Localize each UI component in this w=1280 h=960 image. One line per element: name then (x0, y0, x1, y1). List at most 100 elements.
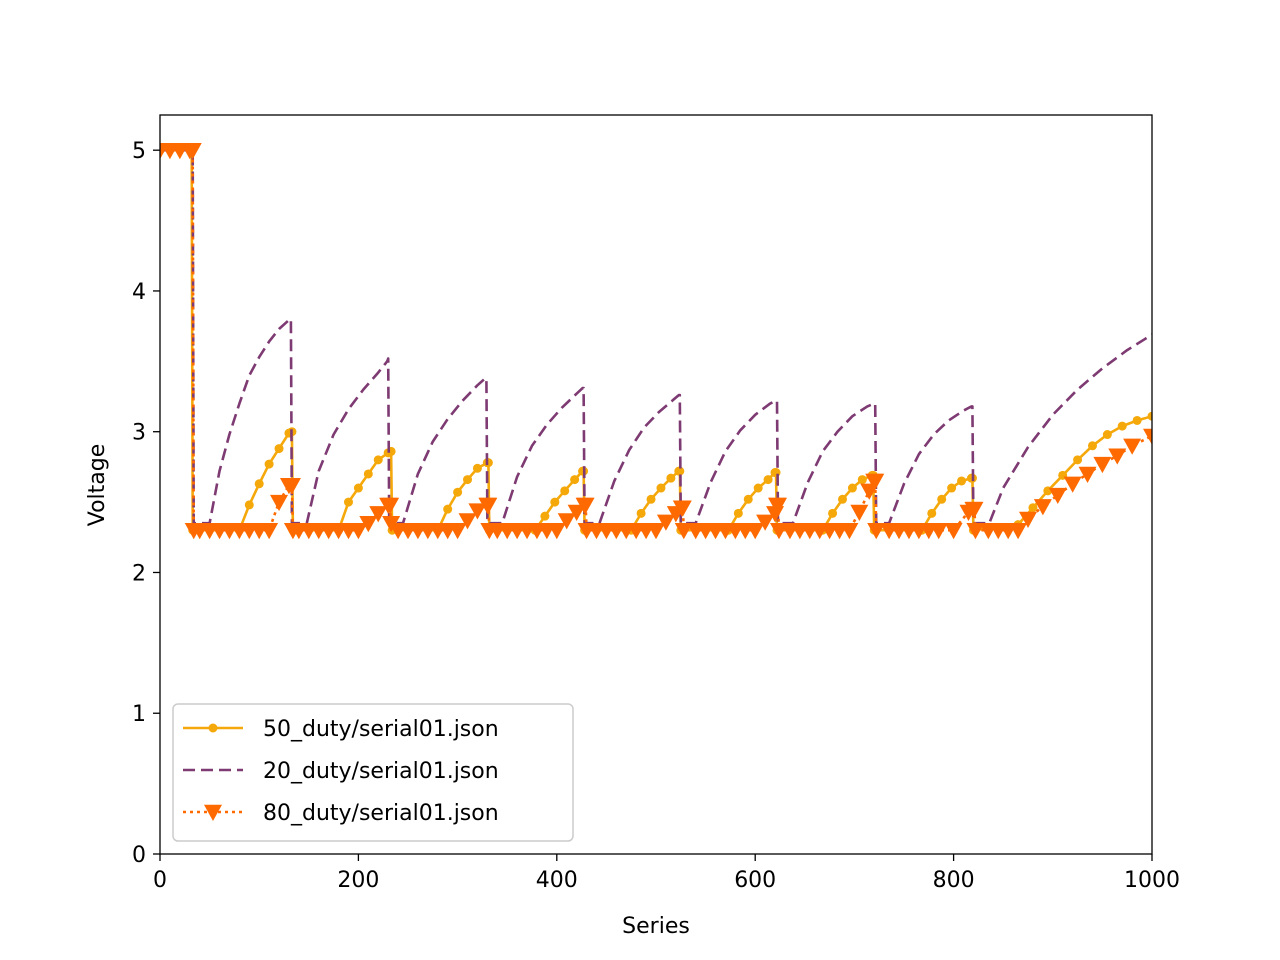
data-point (746, 523, 765, 540)
series-3 (160, 142, 1152, 540)
data-point (965, 501, 984, 519)
data-point (560, 486, 570, 496)
data-point (453, 487, 463, 497)
data-point (550, 497, 560, 507)
data-point (1009, 523, 1028, 540)
data-point (769, 497, 788, 514)
data-point (763, 475, 773, 485)
y-tick-label: 4 (132, 280, 146, 305)
plot-frame (159, 114, 1153, 855)
data-point (472, 463, 482, 473)
data-point (458, 513, 477, 530)
x-axis-ticks: 0 200 400 600 800 1000 (153, 854, 1180, 893)
data-point (966, 523, 985, 540)
data-point (666, 473, 676, 483)
data-point (1073, 455, 1083, 465)
data-point (1028, 503, 1038, 513)
data-point (576, 497, 595, 514)
data-point (570, 475, 580, 485)
data-point (183, 142, 202, 160)
data-point (927, 508, 937, 518)
data-point (1147, 411, 1152, 421)
y-tick-label: 5 (132, 139, 146, 164)
data-point (244, 500, 254, 510)
data-point (1108, 448, 1127, 465)
data-point (160, 142, 169, 160)
data-point (547, 523, 566, 540)
data-point (1063, 476, 1082, 493)
legend-box (172, 703, 574, 842)
y-tick-label: 1 (132, 702, 146, 727)
data-point (1102, 430, 1112, 440)
x-axis-label: Series (622, 914, 690, 939)
data-point (743, 494, 753, 504)
legend-entries: 50_duty/serial01.json 20_duty/serial01.js… (183, 717, 499, 826)
x-tick-label: 400 (536, 868, 578, 893)
data-point (733, 508, 743, 518)
y-axis-label: Voltage (85, 444, 110, 527)
legend: 50_duty/serial01.json 20_duty/serial01.js… (172, 703, 574, 842)
data-point (1033, 499, 1052, 516)
data-point (359, 516, 378, 533)
y-tick-label: 3 (132, 421, 146, 446)
data-point (567, 504, 586, 521)
x-tick-label: 600 (734, 868, 776, 893)
data-point (443, 504, 453, 514)
data-point (381, 497, 400, 514)
data-point (866, 473, 885, 490)
data-point (837, 494, 847, 504)
data-point (557, 513, 576, 530)
data-point (254, 479, 264, 489)
data-point (646, 494, 656, 504)
data-point (675, 466, 685, 476)
data-point (343, 497, 353, 507)
x-tick-label: 200 (337, 868, 379, 893)
data-point (771, 468, 781, 478)
data-point (468, 503, 487, 520)
legend-label: 20_duty/serial01.json (263, 759, 499, 784)
data-point (1087, 441, 1097, 451)
data-point (349, 523, 368, 540)
data-point (656, 514, 675, 531)
data-point (483, 458, 493, 468)
y-axis-ticks: 0 1 2 3 4 5 (132, 139, 160, 868)
data-point (929, 523, 948, 540)
data-point (479, 497, 498, 514)
data-point (756, 514, 775, 531)
data-point (673, 500, 692, 517)
plot-area (160, 142, 1152, 540)
data-point (260, 523, 279, 540)
data-point (937, 494, 947, 504)
legend-label: 50_duty/serial01.json (263, 717, 499, 742)
y-tick-label: 0 (132, 843, 146, 868)
data-point (1143, 428, 1152, 445)
data-point (1048, 487, 1067, 505)
data-point (369, 506, 388, 523)
data-point (270, 494, 289, 512)
data-point (448, 523, 467, 540)
data-point (1093, 456, 1112, 474)
x-tick-label: 0 (153, 868, 167, 893)
data-point (957, 476, 967, 486)
data-point (1123, 438, 1142, 455)
data-point (636, 508, 646, 518)
data-point (647, 523, 665, 540)
data-point (828, 508, 838, 518)
legend-marker (204, 804, 222, 821)
data-point (1117, 421, 1127, 431)
data-point (753, 483, 763, 493)
data-point (847, 483, 857, 493)
data-point (947, 483, 957, 493)
data-point (674, 523, 693, 540)
data-point (540, 511, 550, 521)
legend-marker (208, 723, 218, 733)
data-point (850, 504, 869, 521)
x-tick-label: 800 (933, 868, 975, 893)
data-point (282, 478, 301, 495)
data-point (1132, 415, 1142, 425)
data-point (463, 475, 473, 485)
data-point (944, 523, 963, 540)
data-point (373, 455, 383, 465)
data-point (840, 523, 859, 540)
